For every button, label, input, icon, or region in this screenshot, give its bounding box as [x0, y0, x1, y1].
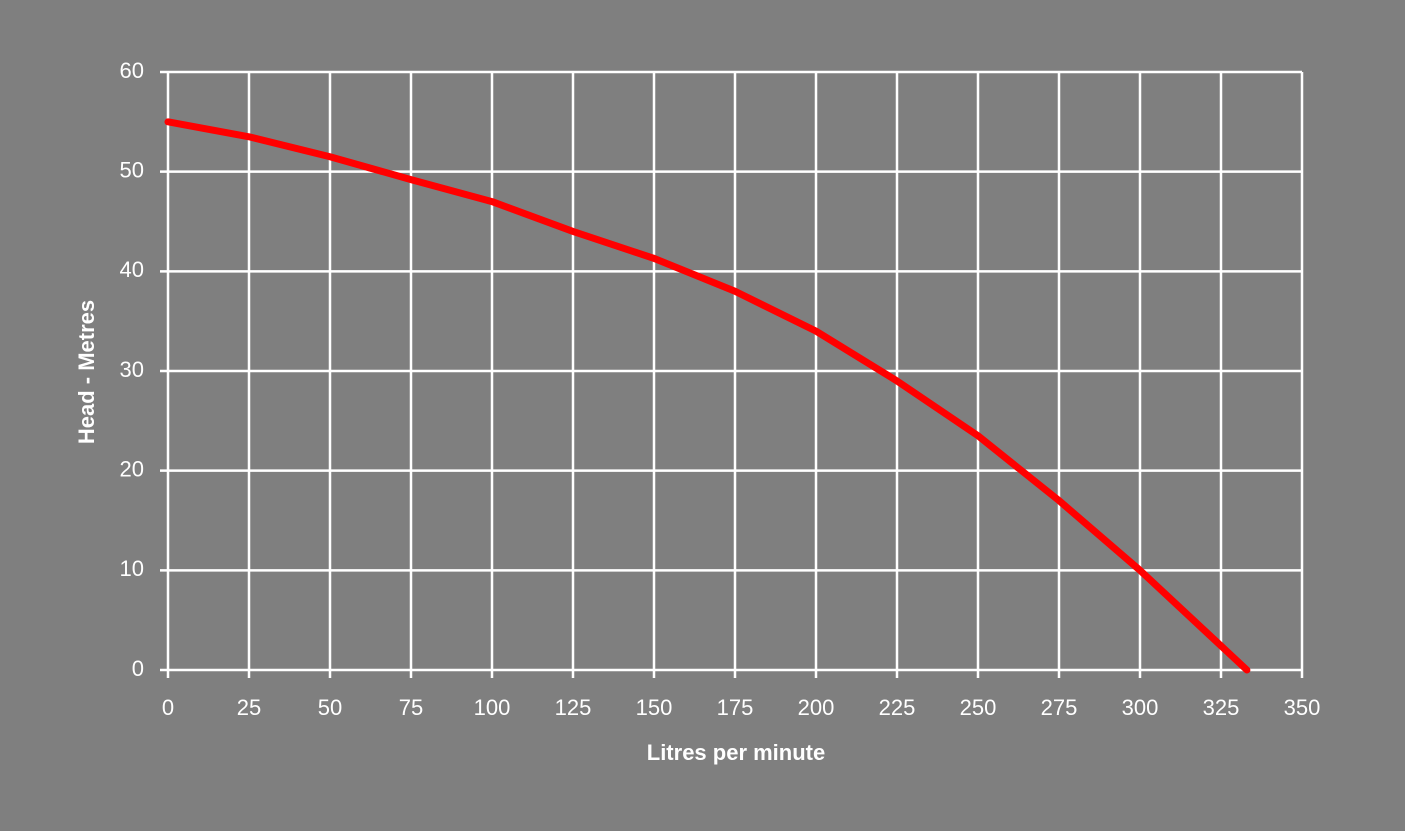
x-tick-label: 200: [798, 695, 835, 720]
data-line: [164, 118, 1251, 674]
x-tick-label: 250: [960, 695, 997, 720]
x-axis-title: Litres per minute: [647, 740, 825, 765]
y-tick-label: 20: [120, 456, 144, 481]
x-tick-label: 350: [1284, 695, 1321, 720]
y-tick-label: 60: [120, 58, 144, 83]
x-tick-label: 100: [474, 695, 511, 720]
y-tick-label: 30: [120, 357, 144, 382]
y-tick-label: 10: [120, 556, 144, 581]
x-tick-label: 125: [555, 695, 592, 720]
x-tick-label: 0: [162, 695, 174, 720]
x-tick-label: 75: [399, 695, 423, 720]
x-tick-label: 50: [318, 695, 342, 720]
x-tick-label: 175: [717, 695, 754, 720]
y-tick-label: 50: [120, 157, 144, 182]
x-tick-label: 300: [1122, 695, 1159, 720]
x-tick-label: 25: [237, 695, 261, 720]
y-tick-label: 40: [120, 257, 144, 282]
y-axis-title: Head - Metres: [74, 300, 99, 444]
x-tick-label: 275: [1041, 695, 1078, 720]
x-tick-label: 150: [636, 695, 673, 720]
x-tick-label: 325: [1203, 695, 1240, 720]
x-tick-label: 225: [879, 695, 916, 720]
y-tick-label: 0: [132, 656, 144, 681]
